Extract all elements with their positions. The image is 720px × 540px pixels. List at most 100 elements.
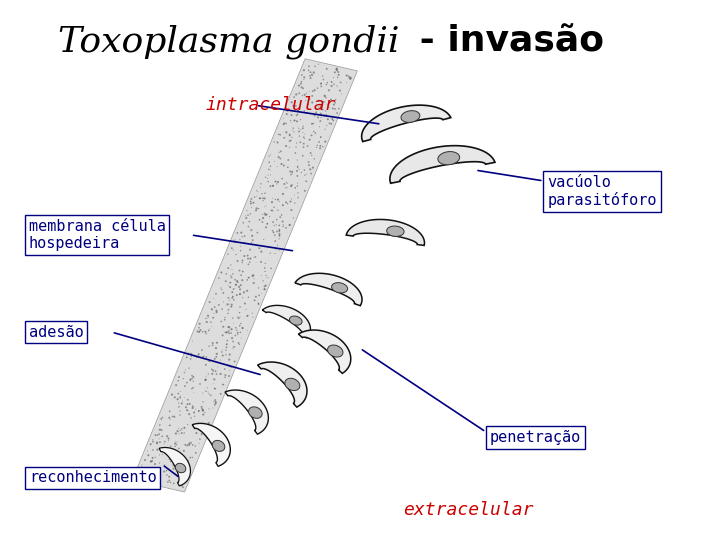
Point (230, 250, 242, 259)
Point (242, 211, 253, 219)
Point (215, 356, 226, 364)
Point (300, 89, 312, 97)
Point (238, 288, 250, 296)
Point (157, 413, 168, 422)
Point (211, 349, 222, 358)
Point (320, 107, 331, 116)
Point (240, 305, 252, 314)
Point (179, 368, 190, 377)
Point (180, 366, 192, 374)
Point (248, 198, 259, 207)
Point (310, 108, 322, 117)
Point (289, 148, 301, 157)
Point (297, 151, 309, 160)
Point (313, 104, 325, 113)
Point (317, 105, 328, 114)
Polygon shape (258, 362, 307, 407)
Point (308, 68, 320, 77)
Point (264, 166, 276, 174)
Point (162, 478, 174, 487)
Point (288, 127, 300, 136)
Point (241, 206, 253, 215)
Point (310, 97, 322, 106)
Point (289, 191, 300, 199)
Point (267, 194, 279, 203)
Point (302, 100, 314, 109)
Point (271, 215, 282, 224)
Point (236, 232, 248, 241)
Point (318, 111, 330, 120)
Point (238, 252, 250, 260)
Point (263, 165, 274, 174)
Point (222, 306, 234, 314)
Point (239, 299, 251, 308)
Point (271, 138, 283, 147)
Point (255, 179, 266, 188)
Point (197, 407, 209, 415)
Point (174, 411, 186, 420)
Point (333, 104, 345, 113)
Point (248, 279, 259, 287)
Point (177, 483, 189, 491)
Point (216, 286, 228, 294)
Point (245, 254, 256, 263)
Point (163, 414, 175, 422)
Point (315, 113, 327, 122)
Point (184, 376, 196, 385)
Point (296, 168, 307, 177)
Point (271, 227, 283, 236)
Text: intracelular: intracelular (205, 96, 336, 114)
Point (165, 442, 176, 450)
Point (315, 102, 327, 110)
Point (321, 100, 333, 109)
Point (207, 380, 219, 388)
Point (239, 232, 251, 240)
Point (279, 184, 291, 192)
Point (269, 249, 281, 258)
Point (164, 407, 176, 416)
Point (258, 285, 270, 294)
Point (194, 439, 205, 448)
Point (259, 259, 271, 268)
Point (287, 126, 298, 134)
Point (276, 174, 288, 183)
Point (272, 195, 284, 204)
Point (205, 391, 217, 400)
Point (241, 312, 253, 320)
Point (330, 96, 341, 104)
Point (138, 472, 149, 481)
Point (216, 348, 228, 356)
Point (334, 86, 346, 95)
Point (235, 242, 246, 251)
Point (315, 117, 326, 125)
Point (245, 197, 256, 206)
Point (282, 199, 293, 208)
Point (257, 194, 269, 202)
Point (253, 244, 265, 253)
Point (189, 442, 201, 450)
Point (224, 325, 235, 334)
Point (193, 407, 204, 415)
Point (261, 210, 273, 219)
Point (255, 183, 266, 192)
Point (222, 281, 233, 289)
Point (227, 288, 238, 296)
Point (313, 138, 325, 146)
Point (187, 453, 199, 462)
Point (285, 170, 297, 179)
Point (259, 194, 271, 203)
Point (256, 210, 268, 219)
Point (265, 182, 276, 191)
Point (325, 96, 337, 104)
Point (140, 477, 152, 486)
Point (259, 189, 271, 198)
Point (268, 228, 279, 237)
Point (242, 251, 253, 260)
Point (177, 397, 189, 406)
Point (254, 194, 266, 202)
Point (221, 340, 233, 348)
Polygon shape (289, 316, 302, 325)
Polygon shape (192, 423, 230, 467)
Point (173, 376, 184, 385)
Point (289, 184, 301, 192)
